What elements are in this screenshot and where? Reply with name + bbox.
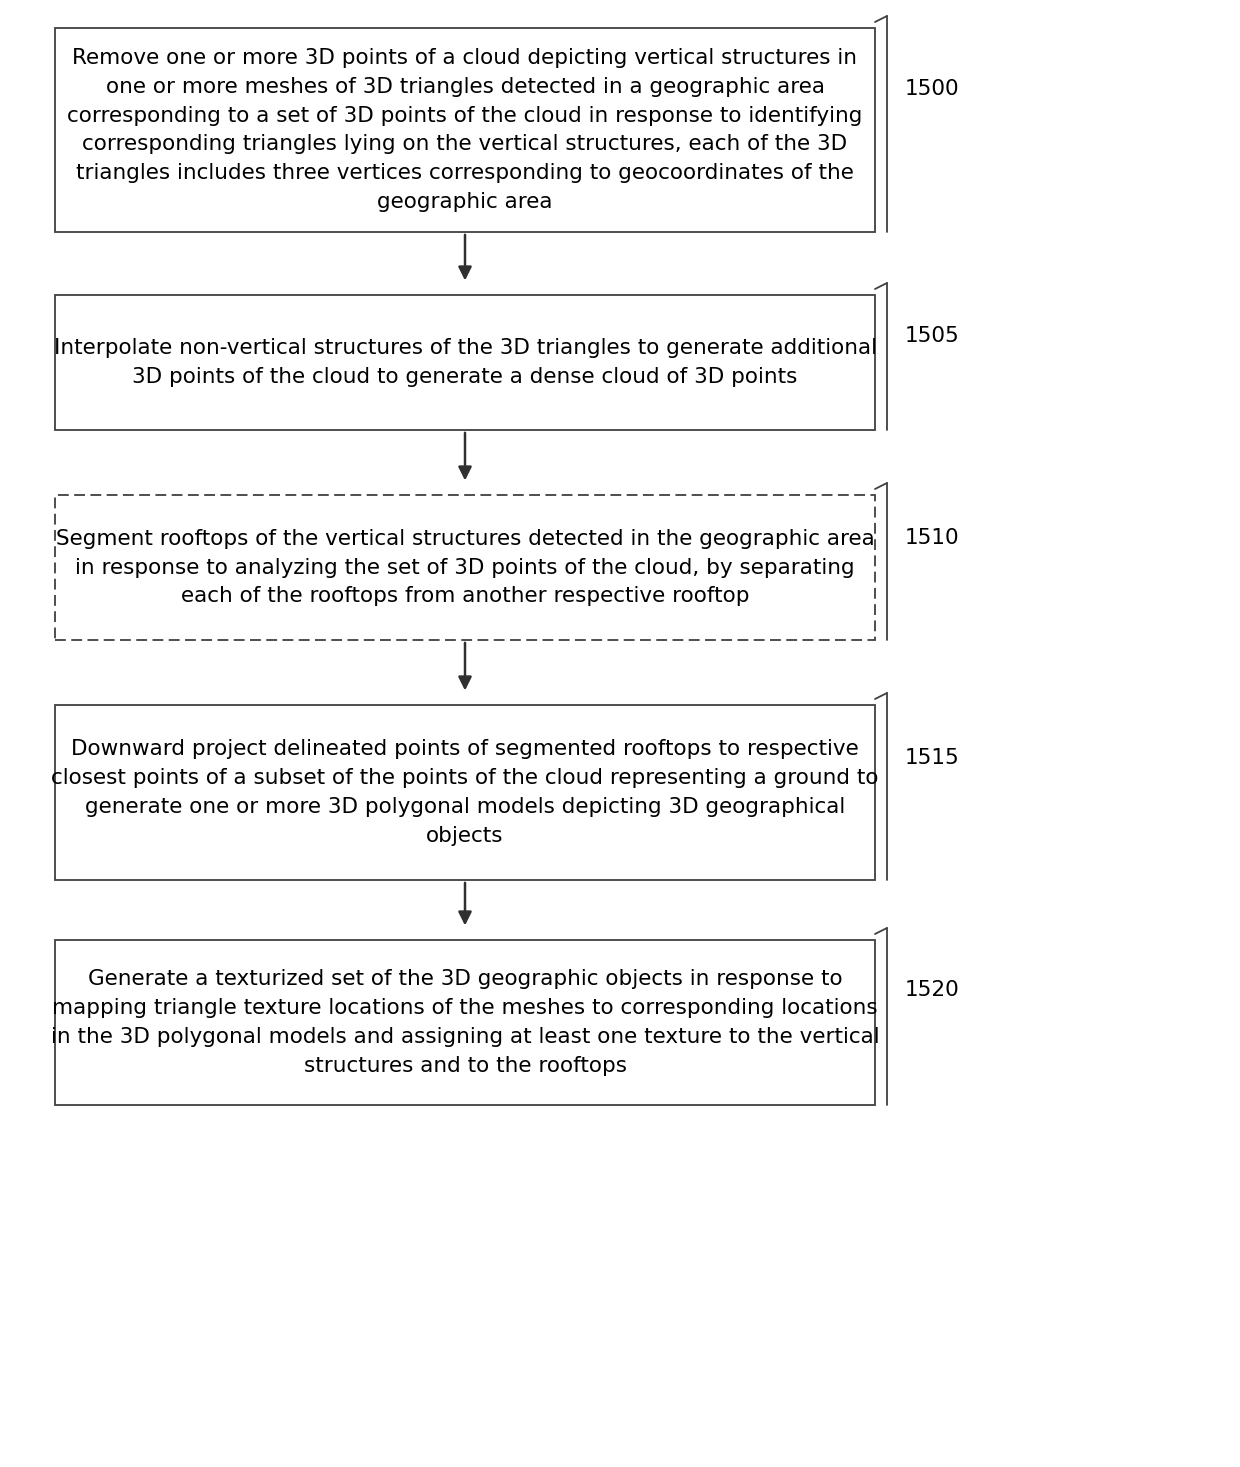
- Text: 1510: 1510: [905, 528, 960, 549]
- Text: Remove one or more 3D points of a cloud depicting vertical structures in
one or : Remove one or more 3D points of a cloud …: [67, 48, 863, 213]
- Bar: [55, 940, 875, 1105]
- Bar: [55, 494, 875, 640]
- Text: 1500: 1500: [905, 79, 960, 100]
- Text: 1505: 1505: [905, 326, 960, 346]
- Text: Interpolate non-vertical structures of the 3D triangles to generate additional
3: Interpolate non-vertical structures of t…: [53, 337, 877, 387]
- Bar: [55, 28, 875, 232]
- Text: 1515: 1515: [905, 748, 960, 767]
- Text: Downward project delineated points of segmented rooftops to respective
closest p: Downward project delineated points of se…: [51, 739, 879, 845]
- Text: Generate a texturized set of the 3D geographic objects in response to
mapping tr: Generate a texturized set of the 3D geog…: [51, 970, 879, 1075]
- Bar: [55, 706, 875, 880]
- Text: Segment rooftops of the vertical structures detected in the geographic area
in r: Segment rooftops of the vertical structu…: [56, 528, 874, 606]
- Text: 1520: 1520: [905, 980, 960, 999]
- Bar: [55, 295, 875, 430]
